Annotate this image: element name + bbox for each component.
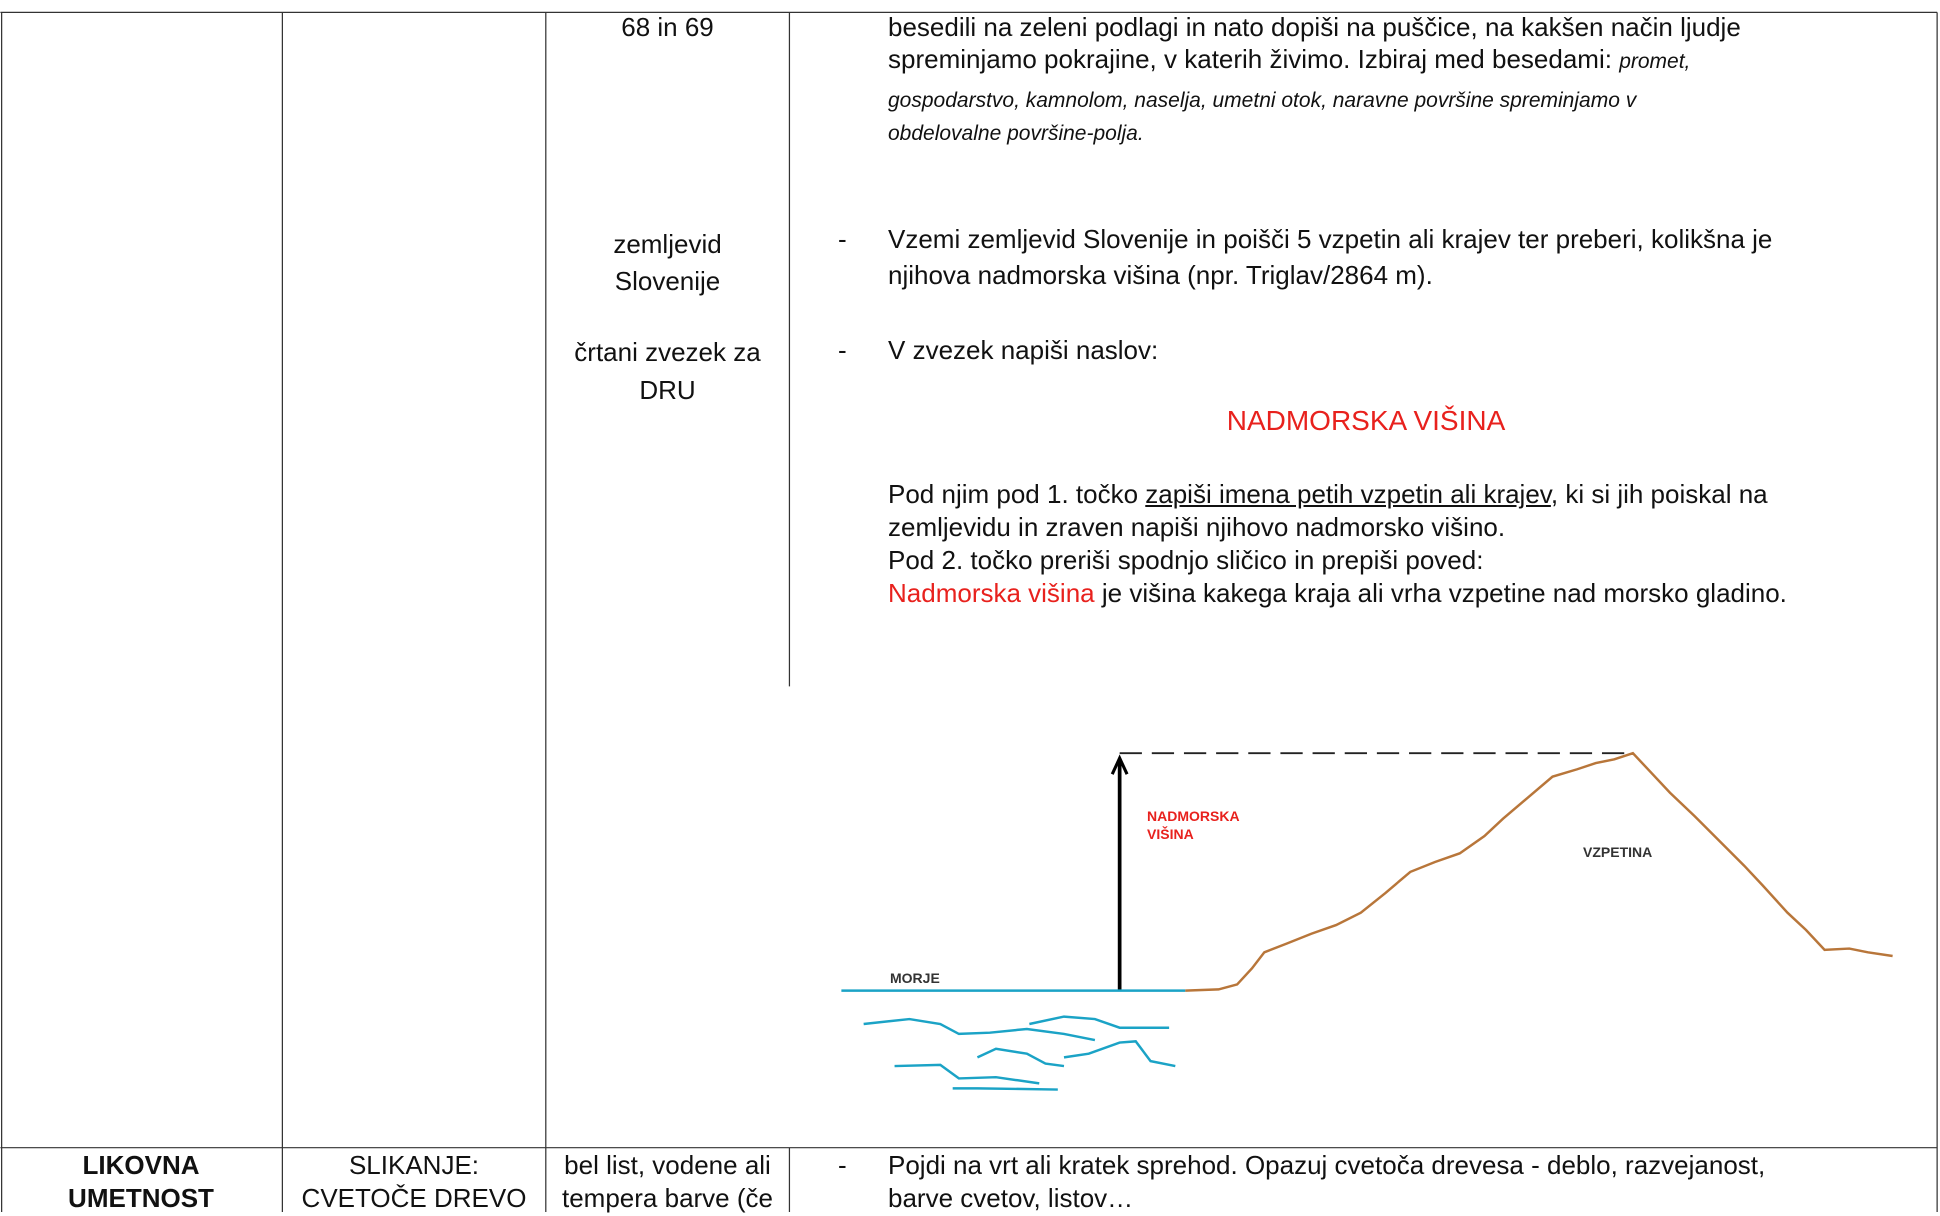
subject: UMETNOST (0, 1180, 282, 1216)
bullet: - (838, 1147, 847, 1183)
text: spreminjamo pokrajine, v katerih živimo.… (888, 44, 1619, 74)
text-line: zemljevidu in zraven napiši njihovo nadm… (888, 509, 1505, 545)
text: , ki si jih poiskal na (1551, 479, 1768, 509)
cell-text: DRU (546, 372, 789, 408)
cell-text: črtani zvezek za (546, 334, 789, 370)
bullet: - (838, 221, 847, 257)
italic-text: gospodarstvo, kamnolom, naselja, umetni … (888, 83, 1636, 119)
text: je višina kakega kraja ali vrha vzpetine… (1095, 578, 1787, 608)
cell-text: 68 in 69 (546, 9, 789, 45)
text-line: njihova nadmorska višina (npr. Triglav/2… (888, 257, 1433, 293)
diagram (841, 753, 1892, 1089)
text-line: Vzemi zemljevid Slovenije in poišči 5 vz… (888, 221, 1772, 257)
highlight-text: Nadmorska višina (888, 578, 1095, 608)
text-line: spreminjamo pokrajine, v katerih živimo.… (888, 41, 1690, 80)
text-line: Pod 2. točko preriši spodnjo sličico in … (888, 542, 1483, 578)
text-line: barve cvetov, listov… (888, 1180, 1133, 1216)
text-line: V zvezek napiši naslov: (888, 332, 1158, 368)
heading: NADMORSKA VIŠINA (1066, 403, 1666, 439)
cell-text: Slovenije (546, 263, 789, 299)
diagram-label: MORJE (890, 970, 940, 987)
cell-text: CVETOČE DREVO (282, 1180, 546, 1216)
cell-text: SLIKANJE: (282, 1147, 546, 1183)
text-line: Pod njim pod 1. točko zapiši imena petih… (888, 476, 1768, 512)
text-line: Nadmorska višina je višina kakega kraja … (888, 575, 1787, 611)
italic-text: obdelovalne površine-polja. (888, 116, 1144, 152)
diagram-label: VZPETINA (1583, 844, 1652, 861)
text: Pod njim pod 1. točko (888, 479, 1145, 509)
table-borders (0, 12, 1937, 1212)
cell-text: tempera barve (če (546, 1180, 789, 1216)
underlined-text: zapiši imena petih vzpetin ali krajev (1145, 479, 1551, 509)
cell-text: bel list, vodene ali (546, 1147, 789, 1183)
bullet: - (838, 332, 847, 368)
text-line: Pojdi na vrt ali kratek sprehod. Opazuj … (888, 1147, 1765, 1183)
page: 68 in 69 zemljevid Slovenije črtani zvez… (0, 0, 1940, 1212)
cell-text: zemljevid (546, 226, 789, 262)
subject: LIKOVNA (0, 1147, 282, 1183)
text-line: besedili na zeleni podlagi in nato dopiš… (888, 9, 1741, 45)
diagram-label: NADMORSKA (1147, 808, 1240, 825)
diagram-label: VIŠINA (1147, 826, 1194, 843)
italic-text: promet, (1619, 50, 1690, 73)
